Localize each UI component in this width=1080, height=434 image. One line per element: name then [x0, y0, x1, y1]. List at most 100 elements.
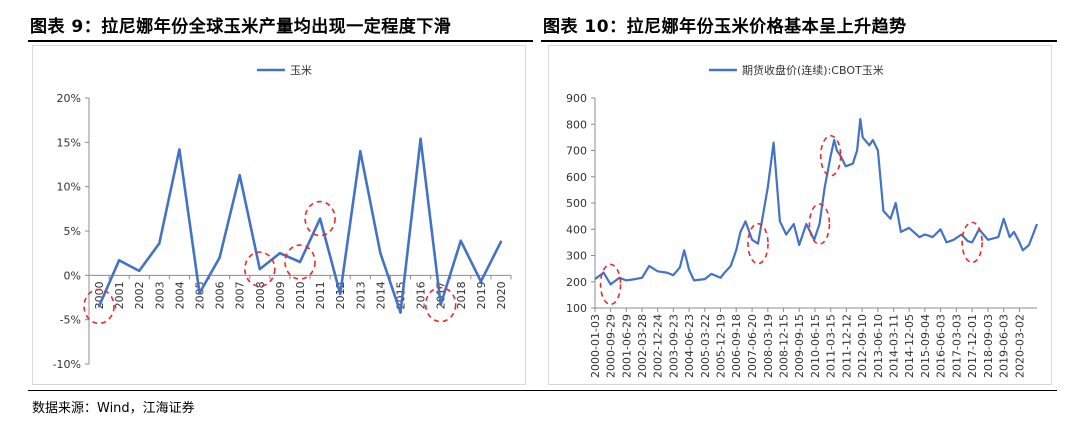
- x-tick-label: 2017-03-03: [950, 314, 963, 378]
- la-nina-highlight-ring: [808, 203, 831, 245]
- y-tick-label: 100: [566, 302, 587, 315]
- x-tick-label: 2018-09-03: [982, 314, 995, 378]
- x-tick-label: 2011: [314, 281, 327, 309]
- x-tick-label: 2004-06-23: [683, 314, 696, 378]
- x-tick-label: 2010: [294, 281, 307, 309]
- data-point: [479, 280, 483, 283]
- data-point: [117, 259, 121, 262]
- data-point: [278, 251, 282, 255]
- data-point: [459, 239, 462, 242]
- y-tick-label: 700: [566, 145, 587, 158]
- y-tick-label: 300: [566, 250, 587, 263]
- legend-label: 玉米: [290, 64, 312, 77]
- la-nina-highlight-ring: [961, 221, 983, 264]
- y-tick-label: 15%: [57, 136, 81, 149]
- x-tick-label: 2020-03-02: [1013, 314, 1026, 378]
- x-tick-label: 2002-03-28: [636, 314, 649, 378]
- data-point: [97, 305, 101, 308]
- y-tick-label: 600: [566, 171, 587, 184]
- x-tick-label: 2005-12-19: [714, 314, 727, 378]
- chart-corn-production-growth: -10% -5% 0% 5% 10% 15% 20% 2000 2001 2002 2003 2004…: [53, 64, 512, 371]
- x-tick-label: 2003-09-23: [667, 314, 680, 378]
- data-point: [338, 292, 342, 296]
- y-tick-label: -10%: [53, 358, 81, 371]
- data-point: [158, 242, 161, 245]
- la-nina-highlight-ring: [244, 251, 276, 287]
- x-tick-label: 2017-12-01: [966, 314, 979, 378]
- data-point: [439, 303, 442, 306]
- x-tick-label: 2013-06-10: [872, 314, 885, 378]
- data-point: [198, 291, 201, 295]
- y-tick-label: 5%: [64, 225, 81, 238]
- data-point: [258, 267, 262, 271]
- x-tick-label: 2014: [374, 281, 387, 309]
- x-tick-label: 2019: [475, 281, 488, 309]
- data-source-note: 数据来源：Wind，江海证券: [32, 401, 195, 416]
- x-tick-label: 2011-12-12: [840, 314, 853, 378]
- la-nina-highlight-ring: [424, 286, 457, 323]
- y-tick-label: -5%: [60, 314, 81, 327]
- y-tick-label: 20%: [57, 92, 81, 105]
- x-tick-label: 2013: [354, 281, 367, 309]
- la-nina-highlight-ring: [599, 263, 622, 306]
- chart-title-left: 图表 9：拉尼娜年份全球玉米产量均出现一定程度下滑: [30, 17, 452, 37]
- series-line-cbot-corn: [594, 117, 1039, 286]
- x-tick-label: 2001-06-29: [620, 314, 633, 378]
- x-tick-label: 2018: [455, 281, 468, 309]
- y-tick-label: 800: [566, 118, 587, 131]
- title-rule-right: [541, 40, 1057, 42]
- data-point: [499, 240, 503, 243]
- x-tick-label: 2008-03-19: [762, 314, 775, 378]
- x-tick-label: 2006-09-18: [730, 314, 743, 378]
- x-tick-label: 2012-09-10: [856, 314, 869, 378]
- x-tick-label: 2014-03-11: [888, 314, 901, 378]
- x-tick-label: 2020: [495, 281, 508, 309]
- x-tick-label: 2000: [93, 281, 106, 309]
- data-point: [419, 137, 422, 140]
- x-tick-label: 2019-06-03: [998, 314, 1011, 378]
- x-tick-label: 2002-12-24: [652, 314, 665, 378]
- x-tick-label: 2004: [173, 281, 186, 309]
- la-nina-highlight-ring: [284, 244, 316, 280]
- x-tick-label: 2007-06-20: [746, 314, 759, 378]
- x-tick-label: 2000-01-03: [589, 314, 602, 378]
- x-tick-label: 2002: [133, 281, 146, 309]
- x-tick-label: 2010-06-15: [809, 314, 822, 378]
- x-tick-label: 2011-03-15: [825, 314, 838, 378]
- x-tick-label: 2014-12-05: [903, 314, 916, 378]
- x-tick-label: 2009: [274, 281, 287, 309]
- x-tick-label: 2005-03-22: [699, 314, 712, 378]
- data-point: [298, 260, 302, 264]
- data-point: [218, 256, 221, 259]
- y-tick-label: 200: [566, 276, 587, 289]
- chart-panel-cbot-corn-price: 100 200 300 400 500 600 700 800 900 2000-01-03 200…: [548, 45, 1052, 385]
- data-point: [138, 269, 141, 273]
- title-rule-left: [28, 40, 533, 42]
- la-nina-highlight-ring: [819, 134, 842, 177]
- x-tick-label: 2006: [214, 281, 227, 309]
- x-tick-label: 2007: [234, 281, 247, 309]
- data-point: [399, 311, 402, 314]
- la-nina-highlight-ring: [304, 200, 336, 237]
- y-tick-label: 0%: [64, 269, 81, 282]
- x-tick-label: 2009-09-15: [793, 314, 806, 378]
- x-tick-label: 2016-06-03: [935, 314, 948, 378]
- data-point: [318, 217, 322, 220]
- data-point: [238, 173, 241, 177]
- chart-panel-corn-production: -10% -5% 0% 5% 10% 15% 20% 2000 2001 2002 2003 2004…: [32, 45, 526, 385]
- x-tick-label: 2008: [254, 281, 267, 309]
- data-point: [178, 148, 181, 151]
- y-tick-label: 900: [566, 92, 587, 105]
- y-tick-label: 10%: [57, 181, 81, 194]
- x-tick-label: 2003: [153, 281, 166, 309]
- y-tick-label: 500: [566, 197, 587, 210]
- x-tick-label: 2000-09-29: [605, 314, 618, 378]
- x-tick-label: 2016: [415, 281, 428, 309]
- chart-title-right: 图表 10：拉尼娜年份玉米价格基本呈上升趋势: [543, 17, 907, 37]
- x-tick-label: 2008-12-15: [777, 314, 790, 378]
- x-tick-label: 2001: [113, 281, 126, 309]
- la-nina-highlight-ring: [83, 288, 115, 325]
- data-point: [359, 150, 362, 153]
- data-point: [379, 251, 382, 255]
